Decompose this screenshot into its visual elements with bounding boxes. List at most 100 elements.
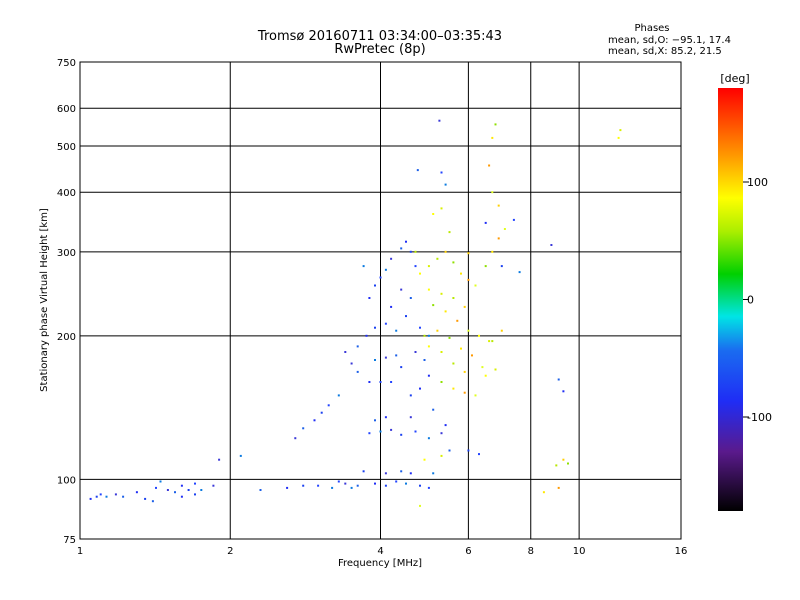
data-point-o <box>409 250 412 253</box>
data-point-x <box>460 272 462 275</box>
x-tick-label: 16 <box>675 546 688 557</box>
data-point-o <box>374 326 376 329</box>
colorbar-tick-label: -100 <box>747 411 772 424</box>
data-point-x <box>542 491 545 494</box>
data-point-o <box>444 424 447 427</box>
data-point-o <box>194 493 196 496</box>
data-point-o <box>317 484 320 487</box>
data-point-o <box>427 334 430 337</box>
data-point-o <box>374 284 376 287</box>
data-point-x <box>484 265 487 268</box>
data-point-o <box>155 486 157 489</box>
data-point-x <box>452 297 455 299</box>
data-point-o <box>259 489 262 491</box>
data-point-x <box>491 136 494 139</box>
data-point-x <box>440 351 443 353</box>
data-point-o <box>368 432 371 435</box>
data-point-o <box>427 374 430 377</box>
data-point-o <box>448 449 451 452</box>
data-point-o <box>467 449 470 452</box>
data-point-x <box>427 265 430 268</box>
data-point-o <box>218 458 221 461</box>
data-point-o <box>400 433 403 436</box>
data-point-x <box>427 345 430 348</box>
data-point-o <box>384 472 387 475</box>
data-point-x <box>448 336 451 339</box>
grid-lines <box>80 62 681 539</box>
data-point-o <box>379 381 382 383</box>
data-point-x <box>432 213 435 215</box>
data-point-o <box>294 437 297 440</box>
data-point-o <box>331 486 334 489</box>
data-points <box>89 119 622 507</box>
data-point-x <box>497 204 500 207</box>
data-point-x <box>491 250 494 253</box>
data-point-o <box>432 472 435 475</box>
y-tick-label: 400 <box>57 188 76 199</box>
data-point-o <box>200 489 203 491</box>
data-point-o <box>180 484 183 487</box>
data-point-o <box>374 359 376 361</box>
data-point-o <box>122 495 125 498</box>
data-point-x <box>419 504 421 507</box>
data-point-o <box>395 354 398 357</box>
data-point-x <box>448 231 451 234</box>
data-point-x <box>463 370 466 373</box>
data-point-o <box>409 394 412 397</box>
x-tick-label: 2 <box>227 546 233 557</box>
data-point-o <box>405 240 407 243</box>
data-point-x <box>444 310 447 313</box>
data-point-o <box>512 218 515 221</box>
data-point-o <box>444 183 447 186</box>
data-point-x <box>500 329 503 332</box>
data-point-o <box>362 470 365 473</box>
data-point-x <box>484 374 487 377</box>
data-point-o <box>384 268 387 271</box>
x-tick-label: 10 <box>573 546 586 557</box>
data-point-x <box>467 252 470 255</box>
data-point-x <box>460 347 462 350</box>
y-tick-labels: 75 100 200 300 400 500 600 750 <box>57 58 76 546</box>
data-point-x <box>488 164 491 167</box>
data-point-o <box>478 453 480 456</box>
data-point-o <box>379 276 382 279</box>
data-point-o <box>105 495 108 498</box>
data-point-x <box>423 334 426 337</box>
data-point-o <box>427 437 430 440</box>
data-point-x <box>494 123 497 126</box>
data-point-x <box>488 340 491 343</box>
data-point-o <box>409 472 412 475</box>
data-point-x <box>463 391 466 394</box>
data-point-o <box>166 489 169 491</box>
stats-o-line: mean, sd,O: −95.1, 17.4 <box>608 35 731 46</box>
data-point-o <box>239 454 242 457</box>
data-point-o <box>350 362 353 365</box>
data-point-o <box>144 497 147 500</box>
data-point-o <box>438 119 441 122</box>
data-point-o <box>427 486 430 489</box>
data-point-o <box>416 169 419 172</box>
data-point-o <box>356 370 359 373</box>
data-point-x <box>474 394 477 397</box>
data-point-o <box>414 430 417 433</box>
data-point-o <box>356 484 359 487</box>
data-point-o <box>320 411 323 414</box>
data-point-o <box>419 484 421 487</box>
data-point-o <box>212 484 215 487</box>
data-point-x <box>467 278 470 281</box>
data-point-o <box>400 366 403 369</box>
x-tick-label: 8 <box>528 546 534 557</box>
data-point-x <box>619 129 622 132</box>
colorbar-ticks: 100 0 -100 <box>743 176 772 424</box>
data-point-o <box>440 432 443 435</box>
data-point-o <box>500 265 503 268</box>
data-point-x <box>491 340 494 343</box>
data-point-o <box>395 329 398 332</box>
data-point-o <box>174 491 176 494</box>
data-point-o <box>344 351 347 353</box>
data-point-x <box>617 136 620 139</box>
y-tick-label: 200 <box>57 332 76 343</box>
data-point-o <box>384 484 387 487</box>
x-tick-label: 4 <box>377 546 383 557</box>
